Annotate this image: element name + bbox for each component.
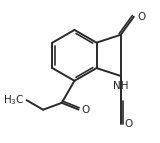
Text: NH: NH <box>113 81 128 91</box>
Text: O: O <box>81 105 90 115</box>
Text: O: O <box>124 119 132 129</box>
Text: O: O <box>137 12 145 22</box>
Text: H$_3$C: H$_3$C <box>3 93 24 107</box>
